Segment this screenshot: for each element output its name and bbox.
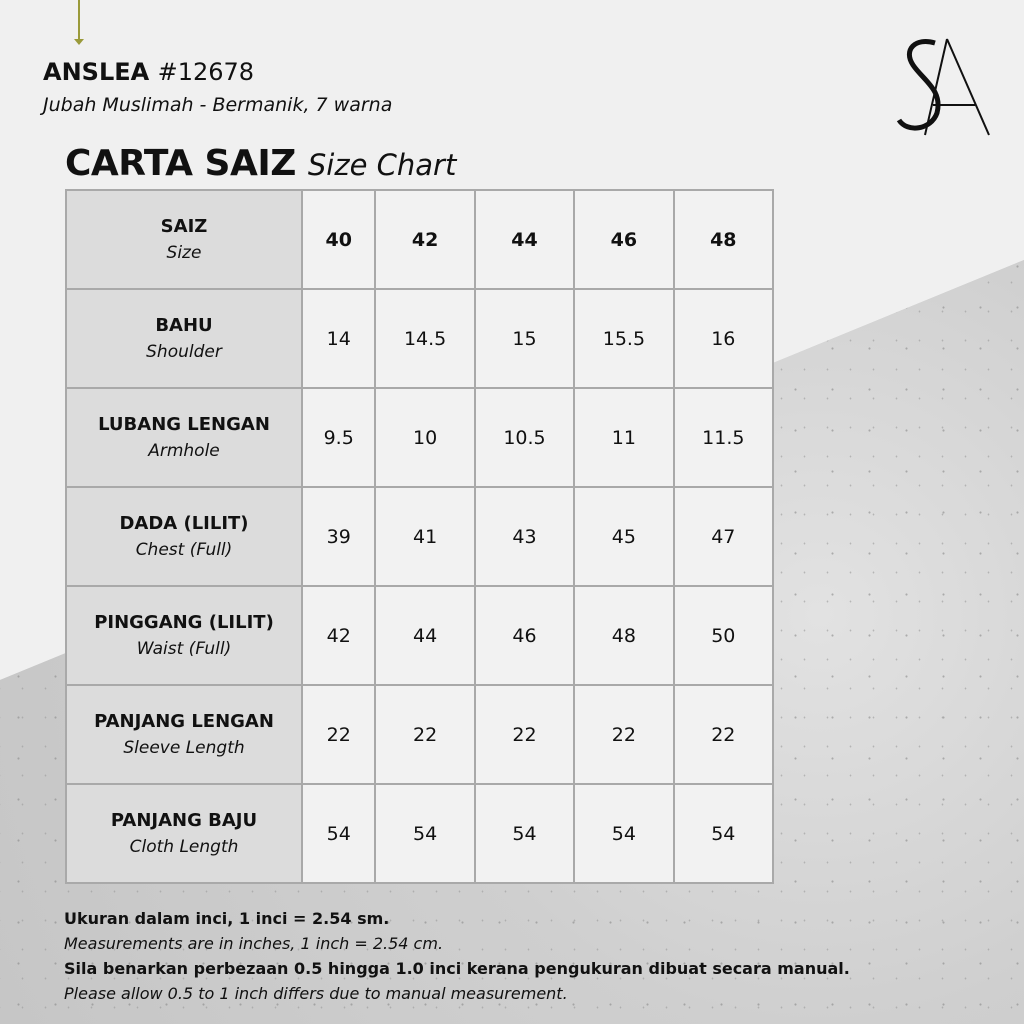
value-cell: 22 [473,684,576,785]
value-cell: 54 [374,783,476,884]
row-label: PANJANG BAJU Cloth Length [65,783,303,884]
size-cell: 46 [573,189,675,290]
value-cell: 46 [473,585,576,686]
product-subtitle: Jubah Muslimah - Bermanik, 7 warna [43,94,393,116]
label-en: Chest (Full) [135,540,233,560]
value-cell: 54 [573,783,675,884]
label-ms: SAIZ [160,216,208,237]
size-cell: 40 [300,189,377,290]
brand-name: ANSLEA [43,58,150,86]
value-cell: 39 [300,486,377,587]
title-sub: Size Chart [307,148,457,182]
table-row: PANJANG BAJU Cloth Length 54 54 54 54 54 [65,783,775,884]
label-en: Waist (Full) [136,639,232,659]
arrow-down-icon [74,0,84,45]
table-row: DADA (LILIT) Chest (Full) 39 41 43 45 47 [65,486,775,587]
value-cell: 14 [300,288,377,389]
label-en: Sleeve Length [123,738,245,758]
table-row: LUBANG LENGAN Armhole 9.5 10 10.5 11 11.5 [65,387,775,488]
value-cell: 22 [573,684,675,785]
size-cell: 44 [473,189,576,290]
label-ms: PANJANG LENGAN [94,711,274,732]
value-cell: 16 [672,288,775,389]
value-cell: 54 [473,783,576,884]
size-chart-table: SAIZ Size 40 42 44 46 48 BAHU Shoulder 14 14… [65,189,775,884]
size-cell: 42 [374,189,476,290]
value-cell: 14.5 [374,288,476,389]
value-cell: 22 [300,684,377,785]
table-row: PANJANG LENGAN Sleeve Length 22 22 22 22 22 [65,684,775,785]
label-ms: PANJANG BAJU [110,810,258,831]
notes: Ukuran dalam inci, 1 inci = 2.54 sm. Mea… [64,906,850,1006]
note-tolerance-ms: Sila benarkan perbezaan 0.5 hingga 1.0 i… [64,959,850,978]
value-cell: 42 [300,585,377,686]
row-label: SAIZ Size [65,189,303,290]
value-cell: 15 [473,288,576,389]
label-en: Size [166,243,202,263]
label-ms: LUBANG LENGAN [98,414,270,435]
value-cell: 54 [672,783,775,884]
note-unit-ms: Ukuran dalam inci, 1 inci = 2.54 sm. [64,909,390,928]
product-name: ANSLEA #12678 [43,58,254,86]
value-cell: 9.5 [300,387,377,488]
value-cell: 11 [573,387,675,488]
label-ms: PINGGANG (LILIT) [94,612,274,633]
page-title: CARTA SAIZ Size Chart [65,143,456,184]
value-cell: 50 [672,585,775,686]
value-cell: 43 [473,486,576,587]
table-row: PINGGANG (LILIT) Waist (Full) 42 44 46 48 50 [65,585,775,686]
row-label: BAHU Shoulder [65,288,303,389]
value-cell: 10 [374,387,476,488]
value-cell: 48 [573,585,675,686]
value-cell: 41 [374,486,476,587]
table-row: BAHU Shoulder 14 14.5 15 15.5 16 [65,288,775,389]
row-label: DADA (LILIT) Chest (Full) [65,486,303,587]
size-cell: 48 [672,189,775,290]
title-main: CARTA SAIZ [65,143,296,184]
value-cell: 11.5 [672,387,775,488]
value-cell: 47 [672,486,775,587]
value-cell: 54 [300,783,377,884]
value-cell: 44 [374,585,476,686]
value-cell: 22 [672,684,775,785]
label-en: Armhole [148,441,220,461]
sa-logo [896,38,990,136]
row-label: LUBANG LENGAN Armhole [65,387,303,488]
row-label: PINGGANG (LILIT) Waist (Full) [65,585,303,686]
label-ms: BAHU [155,315,213,336]
label-en: Cloth Length [129,837,239,857]
row-label: PANJANG LENGAN Sleeve Length [65,684,303,785]
product-code: #12678 [157,58,255,86]
table-header-row: SAIZ Size 40 42 44 46 48 [65,189,775,290]
note-tolerance-en: Please allow 0.5 to 1 inch differs due t… [64,984,568,1003]
value-cell: 45 [573,486,675,587]
label-ms: DADA (LILIT) [119,513,249,534]
label-en: Shoulder [146,342,222,362]
value-cell: 22 [374,684,476,785]
value-cell: 10.5 [473,387,576,488]
value-cell: 15.5 [573,288,675,389]
note-unit-en: Measurements are in inches, 1 inch = 2.5… [64,934,444,953]
